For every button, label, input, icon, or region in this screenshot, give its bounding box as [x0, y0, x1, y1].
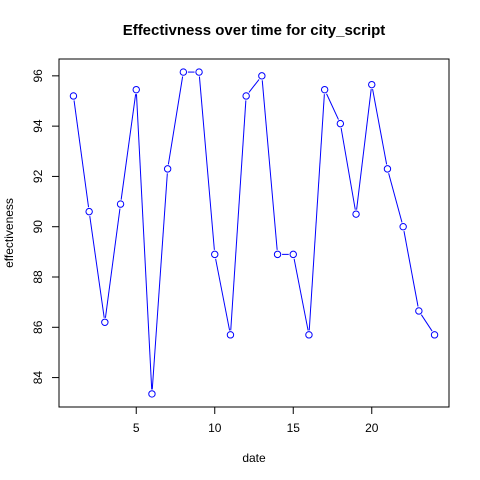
series-segment: [420, 314, 433, 332]
x-tick-label: 15: [287, 421, 301, 435]
data-point: [273, 250, 282, 259]
x-axis: 5 10 15 20: [133, 406, 379, 435]
series-segment: [151, 173, 168, 390]
y-axis-label: effectiveness: [2, 198, 16, 268]
data-point: [85, 207, 93, 216]
y-tick-label: 86: [31, 320, 45, 334]
data-point: [116, 200, 125, 208]
data-point: [399, 223, 407, 231]
series-segment: [120, 94, 137, 200]
data-point: [179, 68, 188, 76]
series-layer: [69, 68, 439, 398]
data-point: [148, 390, 156, 398]
data-point: [415, 307, 423, 315]
series-segment: [356, 89, 372, 210]
x-axis-label: date: [242, 451, 266, 465]
series-segment: [135, 94, 153, 390]
data-point: [430, 331, 439, 339]
series-segment: [261, 80, 278, 250]
data-point: [305, 331, 313, 339]
series-segment: [340, 127, 356, 210]
y-axis: 84 86 88 90 92 94 96: [31, 69, 60, 385]
y-tick-label: 92: [31, 169, 45, 183]
series-segment: [167, 76, 184, 165]
data-point: [258, 72, 266, 80]
y-tick-label: 84: [31, 371, 45, 385]
series-segment: [326, 93, 339, 120]
data-point: [383, 165, 392, 173]
y-tick-label: 94: [31, 119, 45, 133]
data-point: [289, 250, 297, 259]
y-tick-label: 90: [31, 220, 45, 234]
data-point: [226, 331, 235, 339]
data-point: [320, 85, 329, 94]
data-point: [132, 85, 140, 94]
data-point: [242, 92, 250, 100]
series-segment: [198, 76, 215, 250]
series-segment: [215, 258, 231, 331]
series-segment: [293, 258, 309, 331]
series-segment: [403, 231, 419, 307]
y-tick-label: 96: [31, 69, 45, 83]
data-point: [352, 210, 360, 218]
data-point: [211, 250, 219, 259]
data-point: [368, 80, 376, 89]
plot-frame: [58, 58, 450, 408]
data-point: [163, 165, 172, 173]
y-tick-label: 88: [31, 270, 45, 284]
series-segment: [230, 100, 247, 331]
x-tick-label: 20: [365, 421, 379, 435]
data-point: [69, 92, 78, 100]
series-segment: [308, 94, 325, 331]
series-segment: [248, 79, 260, 93]
chart-title: Effectivness over time for city_script: [123, 22, 386, 39]
data-point: [336, 119, 345, 128]
series-segment: [388, 173, 403, 223]
series-segment: [73, 100, 90, 208]
x-tick-label: 10: [208, 421, 222, 435]
data-point: [195, 68, 203, 76]
data-point: [101, 318, 109, 326]
series-segment: [104, 208, 121, 318]
x-tick-label: 5: [133, 421, 140, 435]
series-segment: [89, 216, 105, 318]
series-segment: [372, 88, 388, 165]
